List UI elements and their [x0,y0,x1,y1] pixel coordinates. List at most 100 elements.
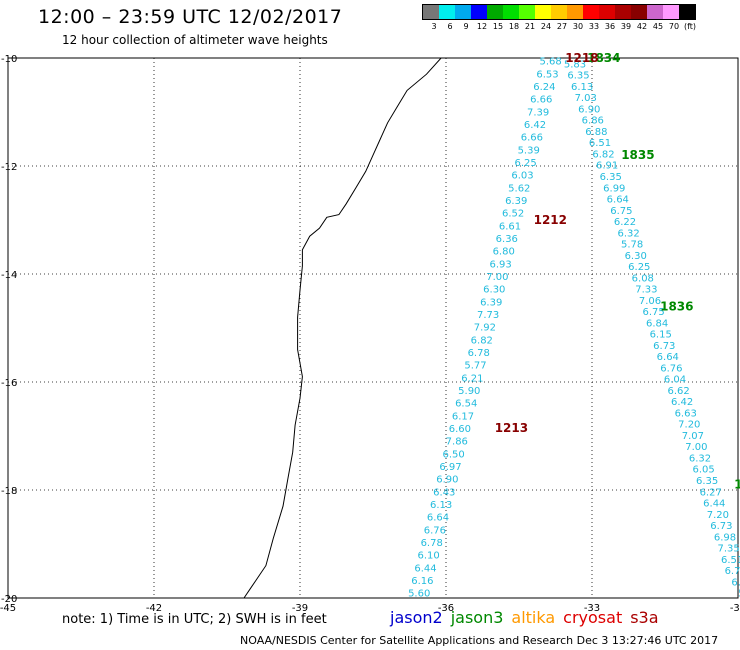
footer-note: note: 1) Time is in UTC; 2) SWH is in fe… [62,612,327,627]
wave-height-value: 6.73 [653,341,675,352]
wave-height-value: 6.78 [468,348,490,359]
legend-swatch [487,5,503,19]
legend-label: 45 [652,22,664,31]
wave-height-value: 6.16 [411,576,433,587]
wave-height-value: 6.08 [632,273,654,284]
wave-height-value: 6.76 [660,363,682,374]
wave-height-value: 7.07 [682,431,704,442]
wave-height-value: 6.80 [493,247,515,258]
wave-height-value: 6.15 [650,330,672,341]
legend-swatch [535,5,551,19]
wave-height-value: 5.62 [508,183,530,194]
wave-height-value: 5.39 [518,145,540,156]
legend-swatch [583,5,599,19]
legend-label: 15 [492,22,504,31]
wave-height-value: 6.64 [607,195,629,206]
legend-swatch [615,5,631,19]
wave-height-value: 5.90 [458,386,480,397]
legend-label: 18 [508,22,520,31]
legend-swatch [503,5,519,19]
legend-label: 27 [556,22,568,31]
pass-label: 1212 [534,213,567,227]
legend-label: 21 [524,22,536,31]
wave-height-value: 6.90 [578,104,600,115]
legend-label: 12 [476,22,488,31]
wave-height-value: 6.50 [442,449,464,460]
pass-label: 1218 [565,51,598,65]
wave-height-value: 6.21 [461,373,483,384]
wave-height-value: 6.30 [483,285,505,296]
wave-height-value: 7.35 [717,544,739,555]
wave-height-value: 6.76 [424,525,446,536]
wave-height-value: 6.86 [582,116,604,127]
wave-height-value: 7.92 [474,323,496,334]
wave-height-value: 6.63 [675,408,697,419]
satellite-legend: jason2 jason3 altika cryosat s3a [390,608,667,627]
legend-label: 36 [604,22,616,31]
wave-height-value: 6.66 [521,133,543,144]
lat-tick-label: -20 [1,594,17,605]
wave-height-value: 6.73 [710,521,732,532]
legend-label: 33 [588,22,600,31]
wave-height-value: 5.83 [564,59,586,70]
map-grid [7,57,739,599]
wave-height-value: 7.33 [635,285,657,296]
wave-height-value: 6.98 [714,532,736,543]
wave-height-value: 6.5 [731,577,740,588]
wave-height-value: 6.82 [592,150,614,161]
wave-height-value: 7.73 [477,310,499,321]
wave-height-value: 6.44 [703,499,725,510]
satellite-name-jason2: jason2 [390,608,443,627]
pass-label: 1835 [621,148,654,162]
wave-height-value: 6.10 [417,551,439,562]
wave-height-value: 6.32 [617,228,639,239]
map-tick-labels: -45 -42 -39 -36 -33 -30 -10 -12 -14 -16 -18 -20 [0,54,740,614]
wave-height-value: 6.17 [452,411,474,422]
wave-height-value: 6.04 [664,375,686,386]
wave-height-value: 6.13 [430,500,452,511]
wave-height-value: 6.24 [533,82,555,93]
wave-height-value: 6.62 [667,386,689,397]
wave-height-value: 6.05 [692,465,714,476]
wave-height-value: 5.78 [621,240,643,251]
legend-swatch [567,5,583,19]
wave-height-value: 7.20 [678,420,700,431]
wave-height-value: 6.78 [421,538,443,549]
wave-height-value: 6.82 [471,335,493,346]
lat-tick-label: -18 [1,486,17,497]
wave-height-value: 6.51 [721,555,740,566]
wave-height-value: 5.60 [408,589,430,600]
satellite-name-cryosat: cryosat [563,608,623,627]
legend-swatch [679,5,695,19]
satellite-pass: 5.836.356.137.036.906.866.886.516.826.91… [564,51,740,600]
map-frame [7,57,739,599]
wave-height-value: 6.39 [505,196,527,207]
wave-height-value: 6.42 [524,120,546,131]
legend-swatch [663,5,679,19]
legend-swatch [551,5,567,19]
satellite-tracks: 5.686.536.246.667.396.426.665.396.256.03… [408,51,740,600]
wave-height-value: 6.66 [530,95,552,106]
satellite-pass: 5.686.536.246.667.396.426.665.396.256.03… [408,57,567,600]
legend-swatch [599,5,615,19]
lon-tick-label: -36 [438,603,454,614]
wave-height-value: 6.54 [455,399,477,410]
legend-label: 3 [431,22,437,31]
wave-height-value: 6.27 [700,487,722,498]
legend-swatch [471,5,487,19]
pass-label: 18 [734,478,740,492]
legend-swatch [519,5,535,19]
satellite-name-s3a: s3a [630,608,659,627]
pass-label: 1213 [495,421,528,435]
lat-tick-label: -12 [1,162,17,173]
wave-height-value: 5.77 [464,361,486,372]
wave-height-value: 6.39 [480,297,502,308]
legend-label: 9 [463,22,469,31]
wave-height-value: 6.53 [536,69,558,80]
wave-height-value: 6.91 [596,161,618,172]
wave-height-value: 6.64 [427,513,449,524]
legend-swatch [647,5,663,19]
wave-height-value: 6.03 [511,171,533,182]
legend-label: (ft) [683,22,697,31]
